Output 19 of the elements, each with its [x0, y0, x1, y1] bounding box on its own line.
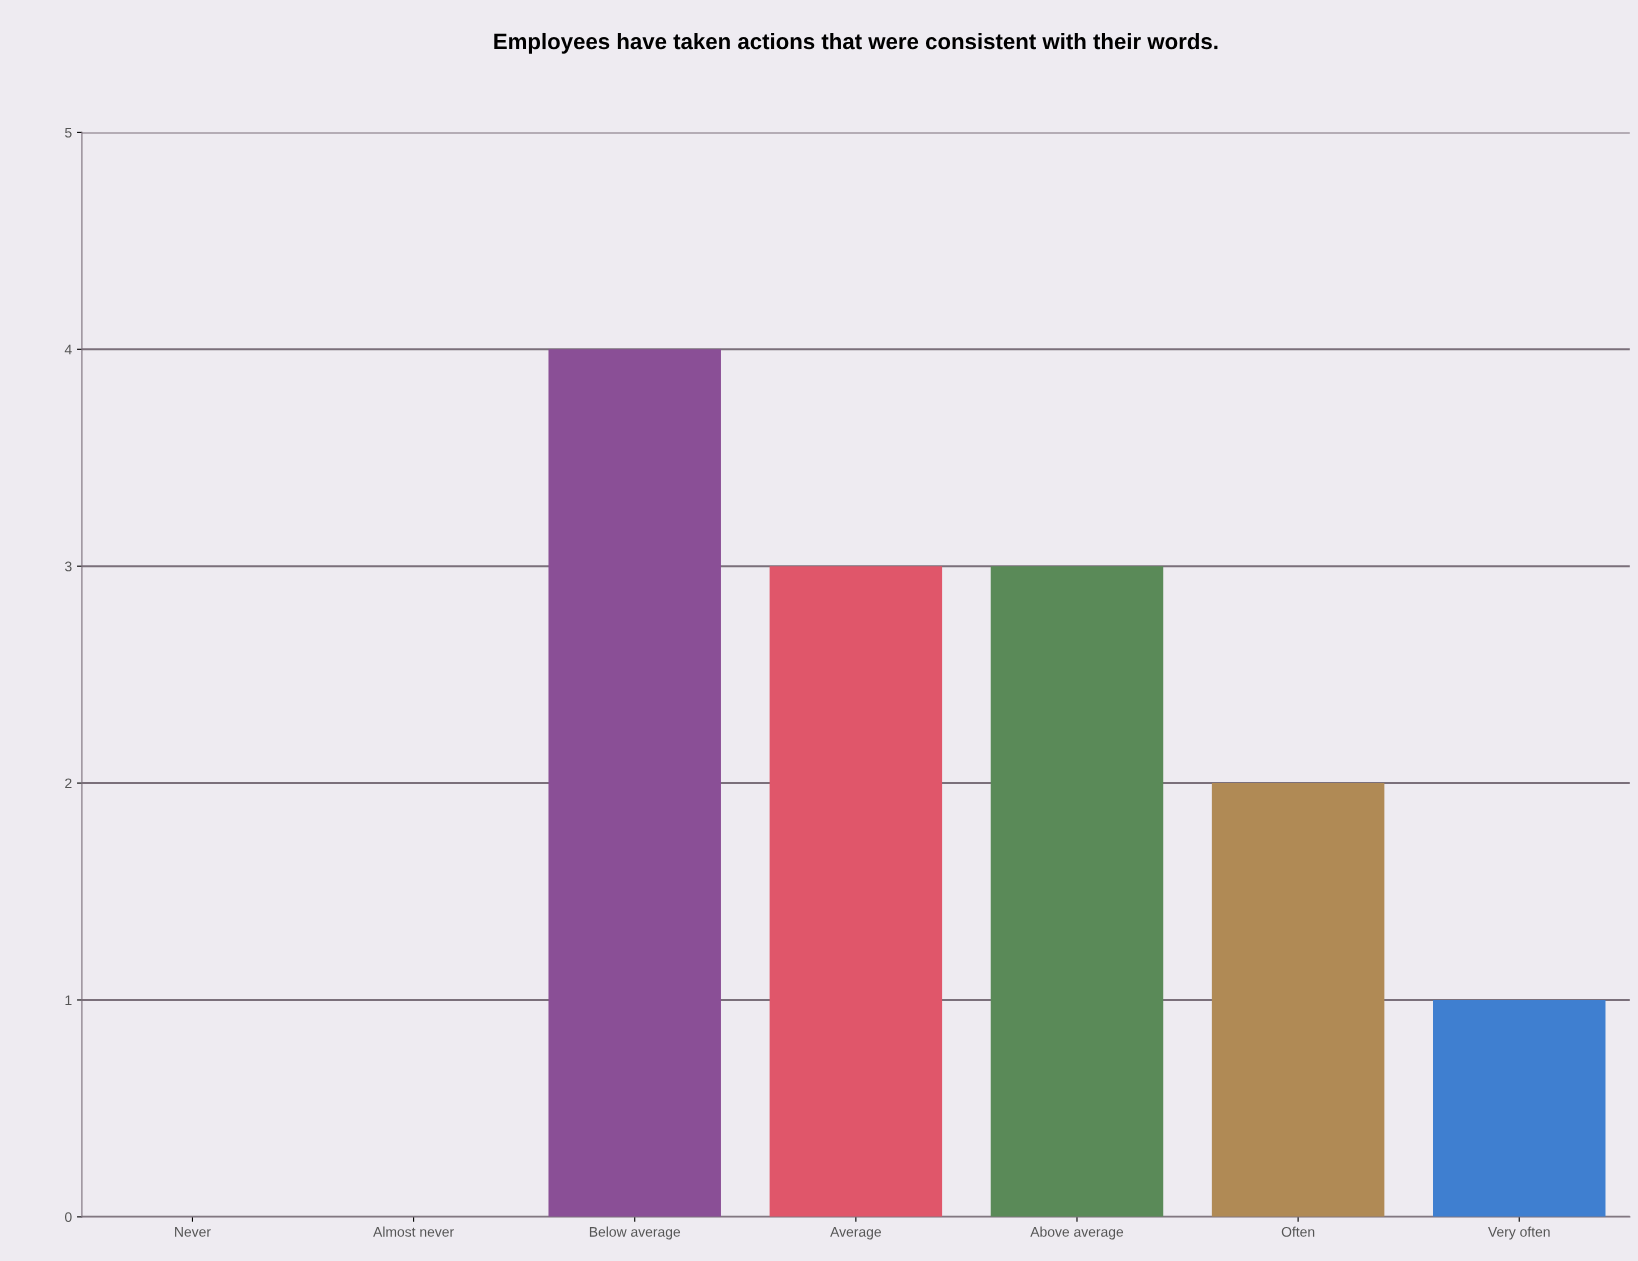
- y-tick-label: 0: [65, 1212, 72, 1223]
- x-tick-label: Often: [1281, 1226, 1315, 1237]
- x-tick-label: Never: [175, 1227, 211, 1237]
- y-tick-label: 1: [65, 995, 72, 1006]
- x-tick-label: Above average: [1030, 1226, 1124, 1240]
- bar: [1433, 999, 1606, 1217]
- y-tick-label: 5: [65, 127, 72, 138]
- bar: [548, 349, 721, 1217]
- bar: [1211, 783, 1385, 1217]
- x-tick-label: Average: [830, 1227, 881, 1240]
- y-tick-label: 4: [64, 344, 72, 355]
- x-tick-label: Very often: [1488, 1226, 1550, 1240]
- y-tick-label: 2: [65, 778, 72, 789]
- chart-title: Employees have taken actions that were consistent with their words.: [494, 32, 1218, 54]
- x-tick-label: Almost never: [373, 1226, 454, 1237]
- x-tick-label: Below average: [589, 1226, 681, 1240]
- bar: [990, 566, 1164, 1217]
- bar: [769, 566, 943, 1217]
- y-tick-label: 3: [64, 561, 72, 572]
